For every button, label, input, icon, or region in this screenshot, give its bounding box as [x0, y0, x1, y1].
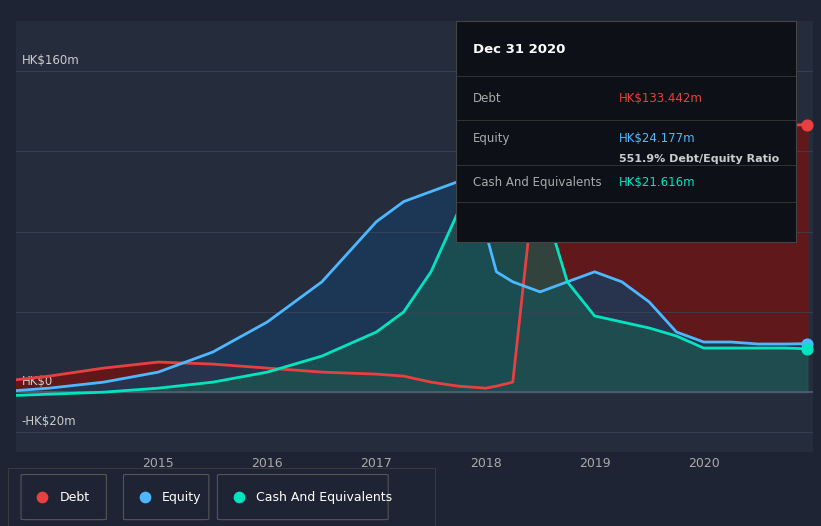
Text: HK$24.177m: HK$24.177m	[619, 132, 696, 145]
Text: Dec 31 2020: Dec 31 2020	[473, 43, 565, 56]
Point	[36, 493, 49, 501]
Text: Debt: Debt	[59, 491, 89, 503]
Point	[232, 493, 245, 501]
Text: HK$21.616m: HK$21.616m	[619, 176, 696, 189]
Text: Cash And Equivalents: Cash And Equivalents	[473, 176, 601, 189]
Point	[800, 120, 814, 129]
Text: Equity: Equity	[473, 132, 510, 145]
Text: Cash And Equivalents: Cash And Equivalents	[256, 491, 392, 503]
Point	[138, 493, 151, 501]
Text: HK$0: HK$0	[22, 375, 53, 388]
Text: Debt: Debt	[473, 92, 502, 105]
Point	[800, 345, 814, 353]
Text: Equity: Equity	[162, 491, 201, 503]
Point	[800, 339, 814, 348]
Text: 551.9% Debt/Equity Ratio: 551.9% Debt/Equity Ratio	[619, 154, 779, 164]
Text: HK$133.442m: HK$133.442m	[619, 92, 703, 105]
Text: HK$160m: HK$160m	[22, 54, 80, 67]
Text: -HK$20m: -HK$20m	[22, 416, 76, 428]
